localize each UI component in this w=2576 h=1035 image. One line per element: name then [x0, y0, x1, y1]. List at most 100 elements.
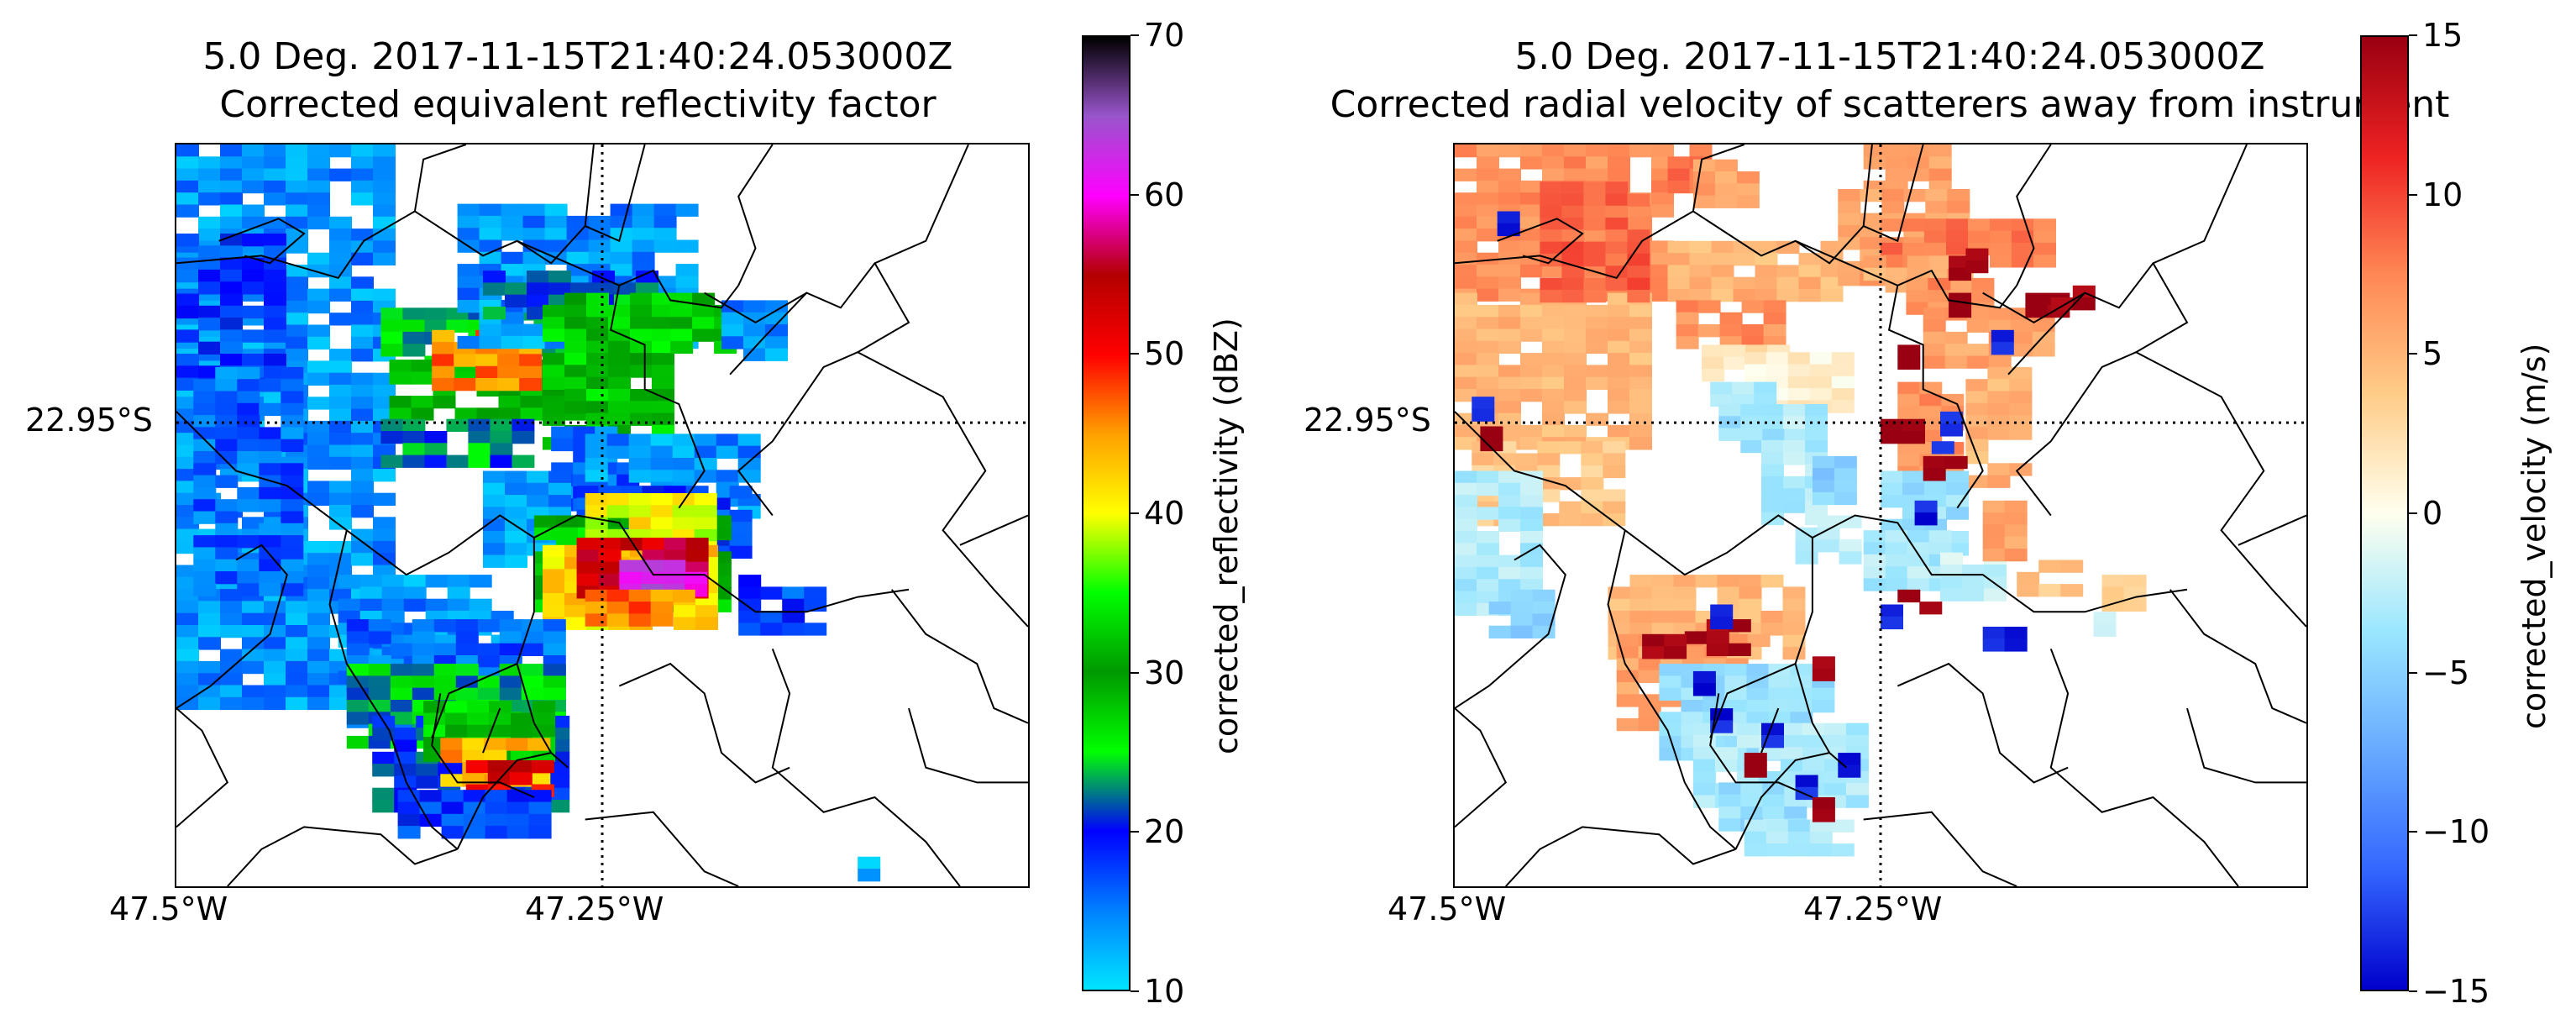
radar-cell [469, 598, 492, 612]
radar-cell [373, 229, 396, 242]
radar-cell [1990, 255, 2012, 268]
radar-cell [555, 527, 579, 541]
radar-cell [1881, 604, 1903, 617]
radar-cell [743, 348, 766, 361]
radar-cell [432, 342, 455, 355]
radar-cell [1928, 168, 1952, 181]
radar-cell [1586, 304, 1608, 318]
radar-cell [2060, 560, 2084, 573]
radar-cell [1542, 144, 1565, 158]
radar-cell [467, 701, 491, 714]
radar-cell [1831, 364, 1855, 377]
radar-cell [487, 759, 511, 774]
radar-cell [176, 612, 199, 626]
radar-cell [1820, 265, 1844, 278]
radar-cell [390, 700, 413, 713]
radar-cell [1477, 317, 1499, 330]
radar-cell [2025, 304, 2049, 318]
radar-cell [286, 601, 308, 614]
radar-cell [457, 276, 480, 289]
radar-cell [483, 282, 506, 296]
radar-cell [1542, 265, 1565, 278]
radar-cell [281, 535, 304, 549]
radar-cell [1455, 566, 1477, 581]
radar-cell [1477, 180, 1499, 194]
radar-cell [1739, 586, 1762, 600]
radar-cell [1581, 441, 1604, 454]
radar-cell [215, 571, 239, 585]
radar-cell [1520, 229, 1543, 242]
radar-cell [1765, 843, 1789, 857]
radar-cell [463, 790, 486, 803]
radar-cell [176, 329, 199, 343]
colorbar-tick-label: 60 [1144, 176, 1185, 213]
radar-cell [506, 738, 529, 751]
radar-cell [1965, 439, 1989, 452]
radar-cell [198, 637, 221, 650]
radar-cell [1605, 181, 1629, 195]
radar-cell [1845, 722, 1869, 736]
radar-cell [433, 619, 457, 633]
radar-cell [446, 454, 470, 468]
radar-cell [1629, 365, 1652, 378]
radar-cell [1914, 500, 1938, 514]
radar-cell [1542, 317, 1565, 330]
radar-cell [586, 304, 609, 318]
radar-cell [1477, 204, 1499, 218]
radar-cell [307, 696, 330, 711]
radar-cell [588, 251, 611, 265]
radar-cell [652, 365, 674, 378]
radar-cell [468, 431, 491, 444]
radar-cell [264, 269, 286, 283]
radar-cell [1718, 404, 1742, 418]
radar-cell [264, 234, 286, 247]
radar-cell [198, 245, 221, 259]
radar-cell [412, 675, 435, 689]
radar-cell [670, 328, 694, 342]
radar-cell [1472, 397, 1495, 410]
radar-cell [1907, 267, 1930, 281]
radar-cell [1455, 192, 1477, 206]
radar-cell [1651, 611, 1675, 624]
border-line [328, 529, 459, 850]
radar-cell [650, 445, 674, 459]
radar-cell [1608, 611, 1631, 624]
radar-cell [462, 774, 485, 787]
radar-cell [674, 617, 696, 630]
radar-cell [1768, 687, 1792, 701]
radar-cell [215, 391, 239, 404]
radar-cell [1820, 289, 1844, 302]
radar-cell [564, 365, 587, 378]
radar-cell [1586, 144, 1608, 158]
radar-cell [738, 623, 762, 636]
radar-cell [499, 675, 522, 689]
radar-cell [259, 463, 282, 476]
radar-cell [468, 418, 491, 432]
radar-cell [522, 228, 546, 241]
radar-cell [1838, 201, 1861, 214]
radar-cell [445, 701, 469, 714]
radar-cell [1520, 579, 1543, 592]
radar-cell [329, 216, 352, 230]
radar-cell [176, 540, 199, 554]
border-line [227, 826, 458, 886]
radar-cell [1860, 213, 1883, 226]
radar-cell [242, 180, 265, 194]
radar-cell [519, 354, 543, 367]
radar-cell [237, 559, 260, 572]
radar-cell [1455, 543, 1477, 556]
radar-cell [672, 517, 695, 530]
radar-cell [1940, 576, 1963, 590]
radar-cell [372, 787, 396, 801]
radar-cell [484, 738, 507, 751]
radar-cell [447, 575, 470, 588]
border-line [2169, 589, 2306, 724]
radar-cell [522, 215, 546, 229]
radar-cell [1787, 364, 1811, 377]
right-y-tick-label: 22.95°S [1304, 402, 1431, 439]
radar-cell [1651, 586, 1675, 600]
radar-cell [1542, 365, 1565, 378]
radar-cell [499, 619, 522, 633]
radar-cell [1667, 240, 1691, 255]
radar-cell [242, 281, 265, 295]
